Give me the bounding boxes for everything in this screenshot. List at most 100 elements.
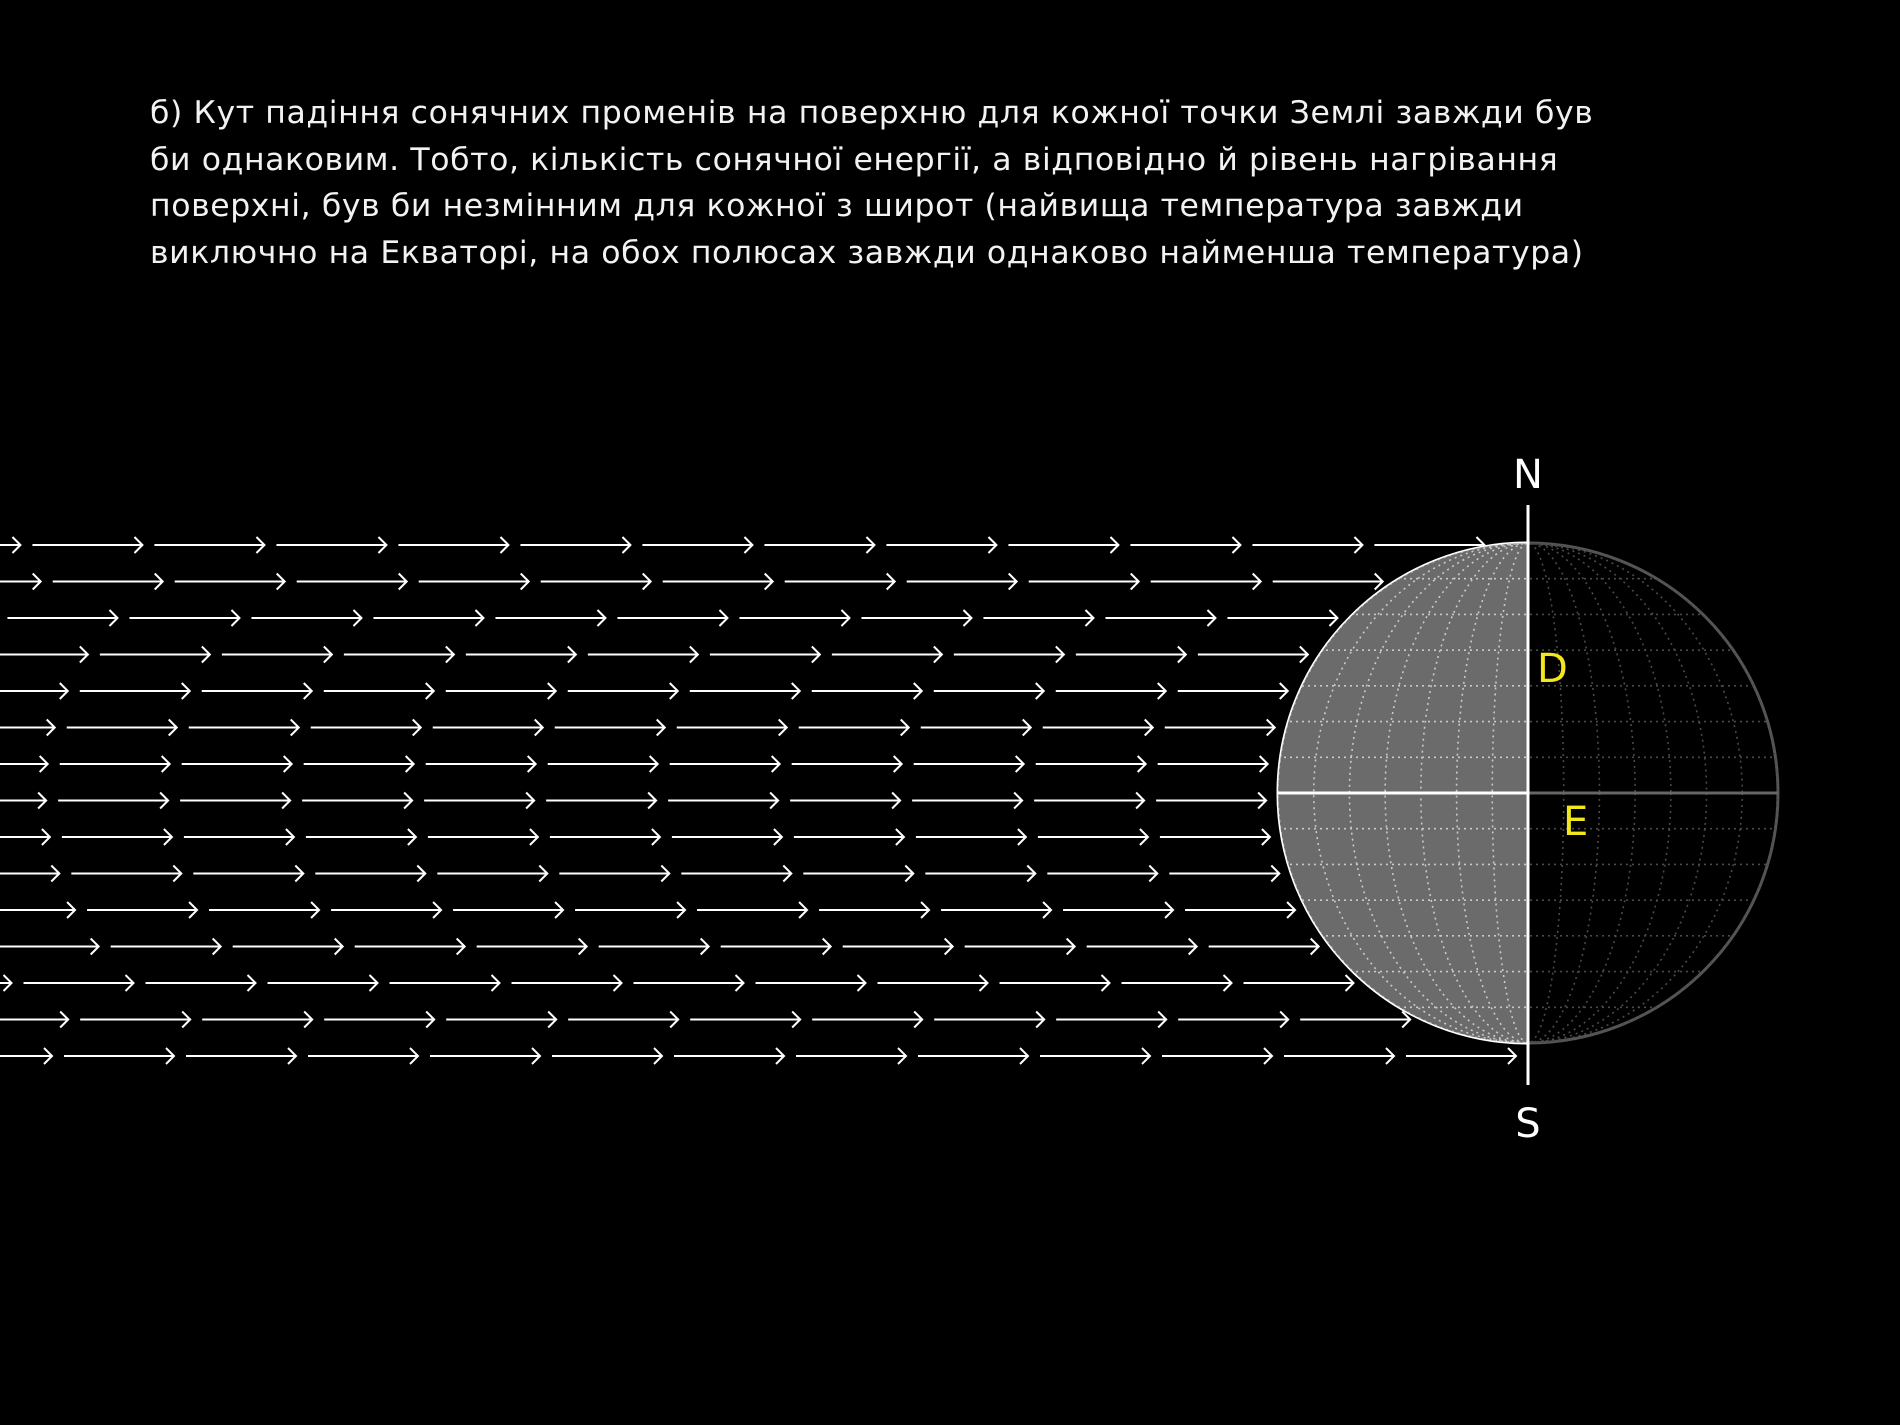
ray-arrow xyxy=(1028,572,1141,591)
ray-arrow xyxy=(0,828,52,846)
ray-arrow xyxy=(430,1047,542,1065)
ray-arrow xyxy=(617,609,729,627)
ray-arrow xyxy=(183,828,296,846)
ray-arrow xyxy=(0,901,77,919)
ray-arrow xyxy=(568,1010,680,1029)
ray-arrow xyxy=(324,1010,436,1029)
ray-arrow xyxy=(803,864,915,883)
ray-arrow xyxy=(0,974,13,992)
ray-arrow xyxy=(549,828,662,846)
caption-line: б) Кут падіння сонячних променів на пове… xyxy=(150,95,1594,131)
day-label: D xyxy=(1537,646,1568,692)
ray-arrow xyxy=(0,755,50,773)
ray-arrow xyxy=(129,609,241,627)
ray-arrow xyxy=(1055,682,1168,700)
ray-arrow xyxy=(1035,755,1148,773)
ray-arrow xyxy=(913,755,1026,773)
ray-arrow xyxy=(476,937,589,956)
ray-arrow xyxy=(267,974,379,992)
ray-arrow xyxy=(877,974,989,992)
ray-arrow xyxy=(1169,864,1281,883)
ray-arrow xyxy=(0,1047,54,1065)
ray-arrow xyxy=(1227,609,1339,627)
ray-arrow xyxy=(567,682,680,700)
ray-arrow xyxy=(418,572,531,591)
ray-arrow xyxy=(181,755,294,773)
ray-arrow xyxy=(251,609,363,627)
ray-arrow xyxy=(861,609,973,627)
ray-arrow xyxy=(495,609,607,627)
ray-arrow xyxy=(305,828,418,846)
ray-arrow xyxy=(398,536,510,554)
south-label: S xyxy=(1515,1101,1540,1147)
ray-arrow xyxy=(99,645,212,664)
ray-arrow xyxy=(598,937,711,956)
ray-arrow xyxy=(0,536,22,554)
ray-arrow xyxy=(739,609,851,627)
ray-arrow xyxy=(427,828,540,846)
ray-arrow xyxy=(1284,1047,1396,1065)
ray-arrow xyxy=(1042,718,1155,737)
ray-arrow xyxy=(1150,572,1263,591)
ray-arrow xyxy=(1130,536,1242,554)
ray-arrow xyxy=(1034,791,1146,810)
ray-arrow xyxy=(819,901,931,919)
ray-arrow xyxy=(58,791,170,810)
ray-arrow xyxy=(145,974,257,992)
ray-arrow xyxy=(934,1010,1046,1029)
ray-arrow xyxy=(720,937,833,956)
ray-arrow xyxy=(308,1047,420,1065)
caption-line: би однаковим. Тобто, кількість сонячної … xyxy=(150,141,1559,178)
ray-arrow xyxy=(1075,645,1188,664)
ray-arrow xyxy=(52,572,165,591)
ray-arrow xyxy=(633,974,745,992)
ray-arrow xyxy=(7,609,119,627)
equator-label: E xyxy=(1563,799,1588,845)
north-label: N xyxy=(1513,452,1543,498)
ray-arrow xyxy=(668,791,780,810)
ray-arrow xyxy=(1056,1010,1168,1029)
ray-arrow xyxy=(520,536,632,554)
ray-arrow xyxy=(424,791,536,810)
ray-arrow xyxy=(983,609,1095,627)
ray-arrow xyxy=(690,1010,802,1029)
caption: б) Кут падіння сонячних променів на пове… xyxy=(150,90,1710,276)
ray-arrow xyxy=(0,791,48,810)
ray-arrow xyxy=(445,682,558,700)
ray-arrow xyxy=(547,755,660,773)
ray-arrow xyxy=(906,572,1019,591)
ray-arrow xyxy=(912,791,1024,810)
ray-arrow xyxy=(66,718,179,737)
ray-arrow xyxy=(303,755,416,773)
ray-arrow xyxy=(209,901,321,919)
ray-arrow xyxy=(552,1047,664,1065)
ray-arrow xyxy=(642,536,754,554)
ray-arrow xyxy=(811,682,924,700)
caption-line: виключно на Екваторі, на обох полюсах за… xyxy=(150,234,1584,271)
ray-arrow xyxy=(87,901,199,919)
ray-arrow xyxy=(1047,864,1159,883)
ray-arrow xyxy=(554,718,667,737)
ray-arrow xyxy=(764,536,876,554)
ray-arrow xyxy=(446,1010,558,1029)
ray-arrow xyxy=(511,974,623,992)
ray-arrow xyxy=(964,937,1077,956)
ray-arrow xyxy=(1105,609,1217,627)
ray-arrow xyxy=(232,937,345,956)
sun-rays xyxy=(0,536,1518,1065)
ray-arrow xyxy=(1197,645,1310,664)
ray-arrow xyxy=(796,1047,908,1065)
ray-arrow xyxy=(886,536,998,554)
ray-arrow xyxy=(953,645,1066,664)
ray-arrow xyxy=(941,901,1053,919)
ray-arrow xyxy=(0,1010,70,1029)
ray-arrow xyxy=(671,828,784,846)
ray-arrow xyxy=(791,755,904,773)
ray-arrow xyxy=(918,1047,1030,1065)
ray-arrow xyxy=(540,572,653,591)
ray-arrow xyxy=(80,1010,192,1029)
ray-arrow xyxy=(465,645,578,664)
ray-arrow xyxy=(174,572,287,591)
ray-arrow xyxy=(354,937,467,956)
